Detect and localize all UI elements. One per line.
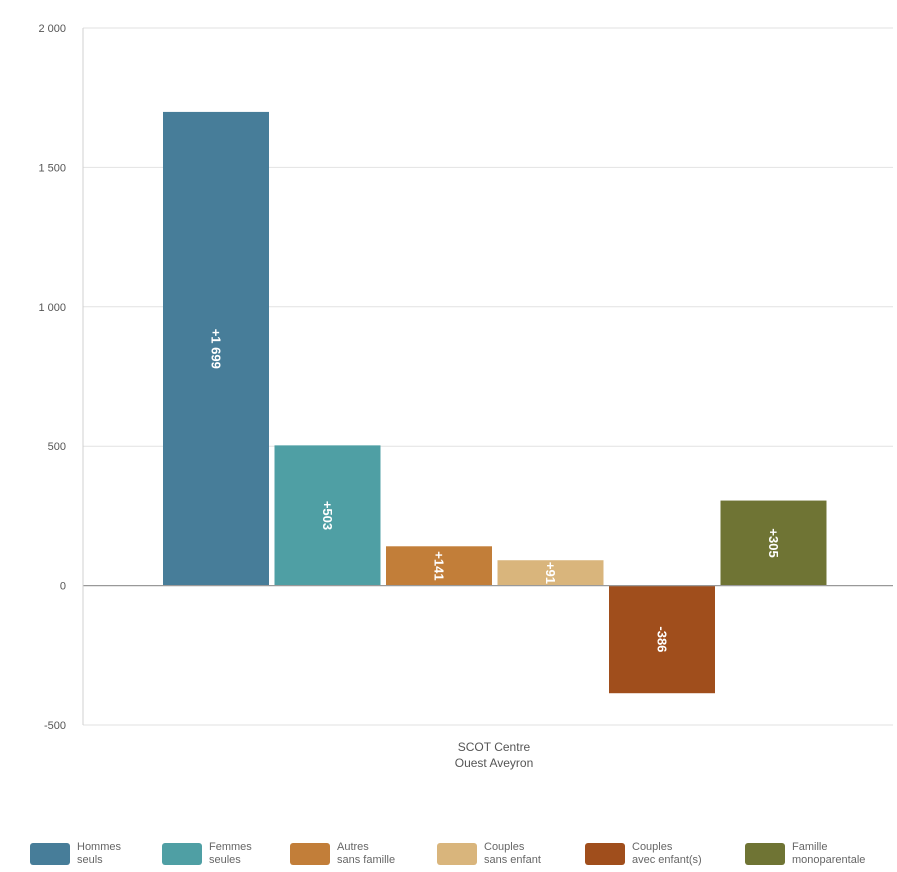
bar-data-label: +91 — [543, 562, 558, 584]
legend-swatch — [290, 843, 330, 865]
legend-label: seules — [209, 854, 241, 866]
y-tick-label: -500 — [44, 720, 66, 732]
legend-label: seuls — [77, 854, 103, 866]
bar-data-label: +141 — [432, 551, 447, 580]
legend-label: monoparentale — [792, 854, 865, 866]
legend-swatch — [585, 843, 625, 865]
bar-data-labels: +1 699 +503 +141 +91 -386 +305 — [209, 329, 782, 653]
category-label-line-1: SCOT Centre — [458, 740, 531, 754]
legend-label: sans famille — [337, 854, 395, 866]
bar — [609, 585, 715, 694]
legend-swatch — [162, 843, 202, 865]
bar-data-label: +503 — [320, 501, 335, 530]
y-tick-label: 500 — [48, 441, 66, 453]
bar-data-label: +1 699 — [209, 329, 224, 369]
y-tick-label: 1 500 — [38, 162, 66, 174]
legend-swatch — [30, 843, 70, 865]
legend-swatch — [437, 843, 477, 865]
legend-label: Autres — [337, 841, 369, 853]
legend-label: Hommes — [77, 841, 122, 853]
bar — [386, 546, 492, 586]
bar-data-label: +305 — [766, 528, 781, 557]
legend-label: Couples — [632, 841, 673, 853]
y-tick-label: 0 — [60, 581, 66, 593]
y-tick-label: 2 000 — [38, 23, 66, 35]
bar — [274, 445, 381, 586]
bar — [497, 560, 604, 586]
legend-swatch — [745, 843, 785, 865]
legend-label: avec enfant(s) — [632, 854, 702, 866]
legend-label: Couples — [484, 841, 525, 853]
bar — [163, 111, 269, 586]
legend-label: sans enfant — [484, 854, 541, 866]
y-axis-tick-labels: 2 000 1 500 1 000 500 0 -500 — [38, 23, 66, 732]
category-label-line-2: Ouest Aveyron — [455, 756, 534, 770]
y-tick-label: 1 000 — [38, 302, 66, 314]
bar-data-label: -386 — [655, 626, 670, 652]
bars — [163, 111, 827, 694]
bar — [720, 500, 827, 586]
legend-label: Famille — [792, 841, 827, 853]
legend-label: Femmes — [209, 841, 252, 853]
category-label: SCOT Centre Ouest Aveyron — [455, 740, 534, 770]
